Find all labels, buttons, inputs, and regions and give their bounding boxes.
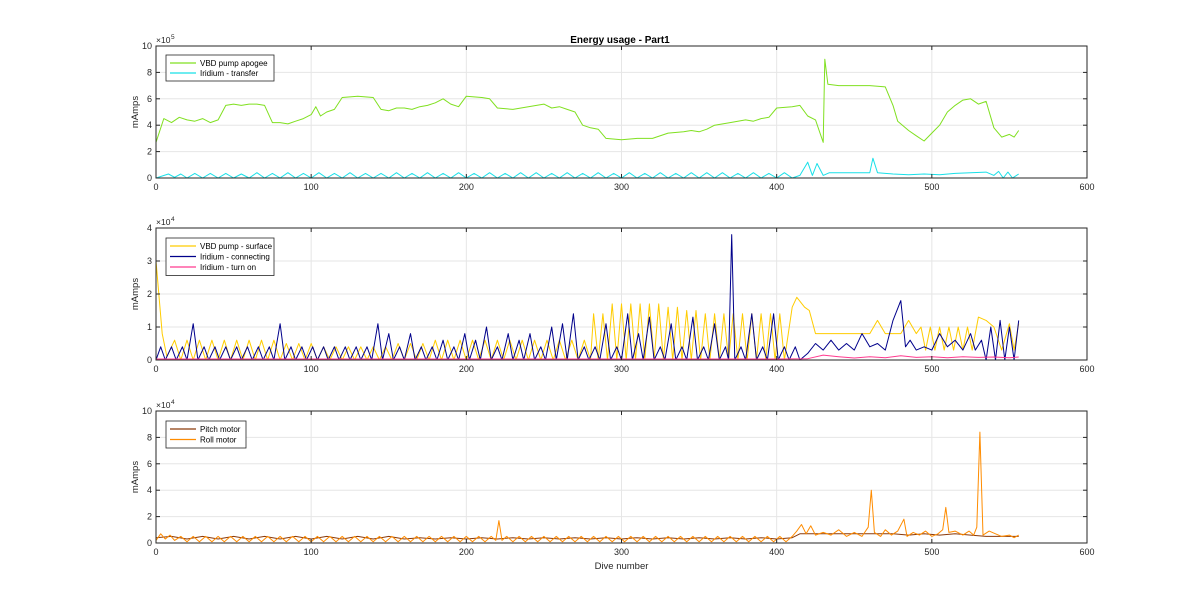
x-tick-label: 300 <box>614 547 629 557</box>
y-tick-label: 2 <box>147 289 152 299</box>
x-tick-label: 0 <box>153 364 158 374</box>
legend-entry-label: Iridium - connecting <box>200 253 270 262</box>
series-lines <box>156 431 1019 543</box>
x-tick-label: 600 <box>1079 182 1094 192</box>
y-tick-label: 4 <box>147 223 152 233</box>
y-tick-label: 8 <box>147 67 152 77</box>
legend-entry-label: Pitch motor <box>200 425 241 434</box>
x-tick-label: 600 <box>1079 364 1094 374</box>
y-tick-label: 2 <box>147 147 152 157</box>
grid-lines <box>156 228 1087 360</box>
y-exponent-base: ×10 <box>156 35 171 45</box>
x-axis-label: Dive number <box>595 561 649 572</box>
x-tick-label: 0 <box>153 547 158 557</box>
series-lines <box>156 58 1020 179</box>
legend-box <box>165 420 247 449</box>
series-line-vbd-apogee <box>156 58 1020 143</box>
x-tick-label: 100 <box>304 547 319 557</box>
y-exponent-power: 4 <box>171 399 175 406</box>
y-tick-label: 0 <box>147 355 152 365</box>
series-line-iridium-transfer <box>156 157 1019 179</box>
y-tick-label: 0 <box>147 173 152 183</box>
series-line-iridium-connecting <box>156 234 1020 361</box>
y-exponent: ×10 4 <box>156 399 175 410</box>
chart-panel-motors: 0 100 200 300 400 500 600 0 2 4 6 8 10 mAmps ×10 4 D… <box>130 399 1095 572</box>
y-axis-label: mAmps <box>130 96 141 128</box>
figure-title: Energy usage - Part1 <box>570 35 670 46</box>
y-exponent-base: ×10 <box>156 400 171 410</box>
plot-frame <box>155 45 1088 179</box>
y-tick-label: 4 <box>147 120 152 130</box>
series-line-vbd-surface <box>156 260 1020 361</box>
legend-entry-label: VBD pump - surface <box>200 242 273 251</box>
axes <box>155 45 1088 179</box>
legend-box <box>165 54 275 82</box>
y-tick-label: 4 <box>147 485 152 495</box>
series-line-iridium-turn-on <box>156 354 1019 360</box>
x-tick-label: 100 <box>304 364 319 374</box>
legend: VBD pump - surface Iridium - connectingIr… <box>165 237 275 276</box>
y-axis-label: mAmps <box>130 461 141 493</box>
y-tick-label: 0 <box>147 538 152 548</box>
tick-labels: 0 100 200 300 400 500 600 0 1 2 3 4 <box>147 223 1095 374</box>
x-tick-label: 300 <box>614 364 629 374</box>
x-tick-label: 500 <box>924 547 939 557</box>
x-tick-label: 400 <box>769 182 784 192</box>
x-tick-label: 0 <box>153 182 158 192</box>
y-tick-label: 10 <box>142 41 152 51</box>
x-tick-label: 200 <box>459 364 474 374</box>
axes <box>155 410 1088 544</box>
grid-lines <box>156 46 1087 178</box>
plot-frame <box>155 227 1088 361</box>
legend-entry-label: Roll motor <box>200 436 237 445</box>
y-exponent-power: 5 <box>171 34 175 41</box>
y-exponent: ×10 4 <box>156 216 175 227</box>
x-tick-label: 400 <box>769 547 784 557</box>
grid-lines <box>156 411 1087 543</box>
series-lines <box>156 234 1020 361</box>
x-tick-label: 100 <box>304 182 319 192</box>
legend-entry-label: Iridium - turn on <box>200 263 256 272</box>
x-tick-label: 200 <box>459 182 474 192</box>
tick-labels: 0 100 200 300 400 500 600 0 2 4 6 8 10 <box>142 406 1095 557</box>
y-tick-label: 8 <box>147 432 152 442</box>
x-tick-label: 500 <box>924 364 939 374</box>
y-tick-label: 10 <box>142 406 152 416</box>
y-exponent-base: ×10 <box>156 217 171 227</box>
y-tick-label: 6 <box>147 459 152 469</box>
legend-entry-label: Iridium - transfer <box>200 69 259 78</box>
series-line-pitch-motor <box>156 533 1019 540</box>
chart-panel-surface: 0 100 200 300 400 500 600 0 1 2 3 4 mAmps ×10 4 VBD… <box>130 216 1095 374</box>
x-tick-label: 400 <box>769 364 784 374</box>
x-tick-label: 200 <box>459 547 474 557</box>
y-tick-label: 3 <box>147 256 152 266</box>
y-axis-label: mAmps <box>130 278 141 310</box>
tick-labels: 0 100 200 300 400 500 600 0 2 4 6 8 10 <box>142 41 1095 192</box>
x-tick-label: 500 <box>924 182 939 192</box>
y-tick-label: 6 <box>147 94 152 104</box>
series-line-roll-motor <box>156 431 1019 543</box>
y-tick-label: 2 <box>147 512 152 522</box>
chart-panel-apogee: 0 100 200 300 400 500 600 0 2 4 6 8 10 mAmps ×10 5 V… <box>130 34 1095 192</box>
x-tick-label: 600 <box>1079 547 1094 557</box>
y-exponent: ×10 5 <box>156 34 175 45</box>
y-tick-label: 1 <box>147 322 152 332</box>
legend-box <box>165 237 275 276</box>
legend: Pitch motor Roll motor <box>165 420 247 449</box>
x-tick-label: 300 <box>614 182 629 192</box>
plot-frame <box>155 410 1088 544</box>
y-exponent-power: 4 <box>171 216 175 223</box>
axes <box>155 227 1088 361</box>
legend-entry-label: VBD pump apogee <box>200 59 268 68</box>
